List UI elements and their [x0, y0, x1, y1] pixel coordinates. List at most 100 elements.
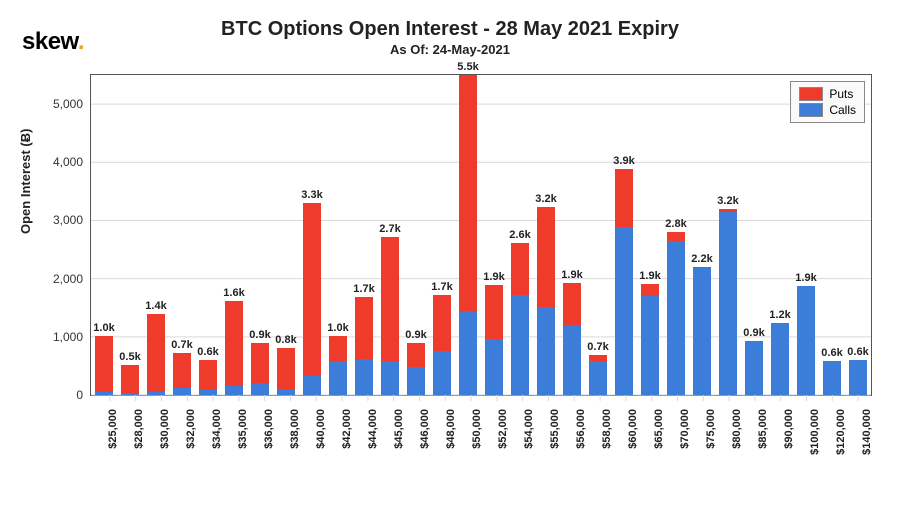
legend-item: Calls [799, 102, 856, 118]
bar-value-label: 1.6k [223, 287, 244, 299]
bar-group: 1.0k [95, 336, 114, 395]
bar-calls [277, 389, 296, 395]
bar-group: 1.9k [641, 284, 660, 395]
x-tick-label: $38,000 [289, 403, 301, 449]
bars-container: 1.0k 0.5k 1.4k 0.7k 0.6k 1.6k 0.9k 0.8k 3.3k 1.0k… [91, 75, 871, 395]
chart-title: BTC Options Open Interest - 28 May 2021 … [0, 18, 900, 41]
x-tick-label: $60,000 [627, 403, 639, 449]
y-tick-label: 4,000 [53, 155, 83, 169]
bar-calls [147, 392, 166, 395]
bar-group: 1.4k [147, 314, 166, 395]
bar-value-label: 0.7k [587, 341, 608, 353]
bar-value-label: 1.7k [353, 283, 374, 295]
bar-calls [433, 351, 452, 395]
x-tick-label: $75,000 [705, 403, 717, 449]
bar-puts [173, 353, 192, 388]
bar-value-label: 3.9k [613, 155, 634, 167]
bar-puts [303, 203, 322, 376]
bar-calls [511, 295, 530, 395]
x-tick-label: $65,000 [653, 403, 665, 449]
bar-group: 3.3k [303, 203, 322, 395]
x-tick-label: $50,000 [471, 403, 483, 449]
bar-group: 1.9k [563, 283, 582, 395]
legend-swatch [799, 103, 823, 117]
x-tick-label: $44,000 [367, 403, 379, 449]
bar-calls [251, 383, 270, 395]
plot-area: 1.0k 0.5k 1.4k 0.7k 0.6k 1.6k 0.9k 0.8k 3.3k 1.0k… [90, 74, 872, 396]
x-tick-label: $70,000 [679, 403, 691, 449]
x-tick-label: $48,000 [445, 403, 457, 449]
x-tick-label: $34,000 [211, 403, 223, 449]
bar-calls [459, 311, 478, 395]
bar-puts [329, 336, 348, 361]
bar-calls [173, 388, 192, 395]
chart-subtitle: As Of: 24-May-2021 [0, 42, 900, 57]
bar-group: 1.7k [355, 297, 374, 395]
bar-group: 3.2k [719, 209, 738, 395]
bar-value-label: 1.4k [145, 300, 166, 312]
y-tick-label: 1,000 [53, 330, 83, 344]
x-tick-label: $52,000 [497, 403, 509, 449]
bar-value-label: 3.2k [535, 193, 556, 205]
bar-calls [849, 360, 868, 395]
bar-value-label: 0.9k [405, 329, 426, 341]
bar-puts [121, 365, 140, 393]
bar-group: 0.9k [407, 343, 426, 395]
bar-group: 0.6k [199, 360, 218, 395]
legend-label: Puts [829, 87, 853, 101]
bar-puts [485, 285, 504, 339]
bar-puts [563, 283, 582, 325]
bar-value-label: 1.7k [431, 281, 452, 293]
bar-calls [797, 286, 816, 395]
x-tick-label: $32,000 [185, 403, 197, 449]
x-tick-label: $40,000 [315, 403, 327, 449]
bar-value-label: 0.9k [249, 329, 270, 341]
chart-canvas: skew. BTC Options Open Interest - 28 May… [0, 0, 900, 514]
bar-puts [199, 360, 218, 390]
bar-group: 0.9k [745, 341, 764, 395]
bar-group: 5.5k [459, 75, 478, 395]
bar-calls [589, 361, 608, 395]
y-axis-label: Open Interest (Ƀ) [18, 129, 33, 234]
bar-group: 1.9k [485, 285, 504, 395]
x-tick-label: $45,000 [393, 403, 405, 449]
legend-swatch [799, 87, 823, 101]
x-tick-label: $140,000 [861, 403, 873, 455]
bar-group: 2.2k [693, 267, 712, 395]
bar-puts [511, 243, 530, 295]
bar-value-label: 1.9k [483, 271, 504, 283]
x-tick-label: $30,000 [159, 403, 171, 449]
bar-puts [147, 314, 166, 392]
bar-group: 2.6k [511, 243, 530, 395]
bar-value-label: 1.2k [769, 309, 790, 321]
bar-group: 0.8k [277, 348, 296, 395]
bar-calls [693, 268, 712, 395]
bar-group: 0.5k [121, 365, 140, 395]
x-tick-label: $80,000 [731, 403, 743, 449]
bar-group: 1.9k [797, 286, 816, 395]
x-tick-label: $90,000 [783, 403, 795, 449]
bar-value-label: 2.7k [379, 223, 400, 235]
y-tick-label: 5,000 [53, 97, 83, 111]
bar-group: 0.7k [173, 353, 192, 395]
y-tick-label: 3,000 [53, 213, 83, 227]
legend: PutsCalls [790, 81, 865, 123]
bar-group: 3.9k [615, 169, 634, 395]
bar-value-label: 1.0k [327, 322, 348, 334]
bar-calls [563, 325, 582, 395]
bar-puts [251, 343, 270, 384]
bar-value-label: 0.6k [821, 347, 842, 359]
bar-value-label: 2.2k [691, 253, 712, 265]
bar-group: 2.7k [381, 237, 400, 395]
x-tick-label: $56,000 [575, 403, 587, 449]
bar-calls [771, 323, 790, 395]
bar-value-label: 1.9k [639, 270, 660, 282]
y-tick-label: 2,000 [53, 272, 83, 286]
bar-puts [433, 295, 452, 351]
x-tick-label: $28,000 [133, 403, 145, 449]
x-tick-label: $58,000 [601, 403, 613, 449]
x-tick-label: $36,000 [263, 403, 275, 449]
bar-group: 0.7k [589, 355, 608, 395]
legend-item: Puts [799, 86, 856, 102]
bar-value-label: 1.9k [561, 269, 582, 281]
